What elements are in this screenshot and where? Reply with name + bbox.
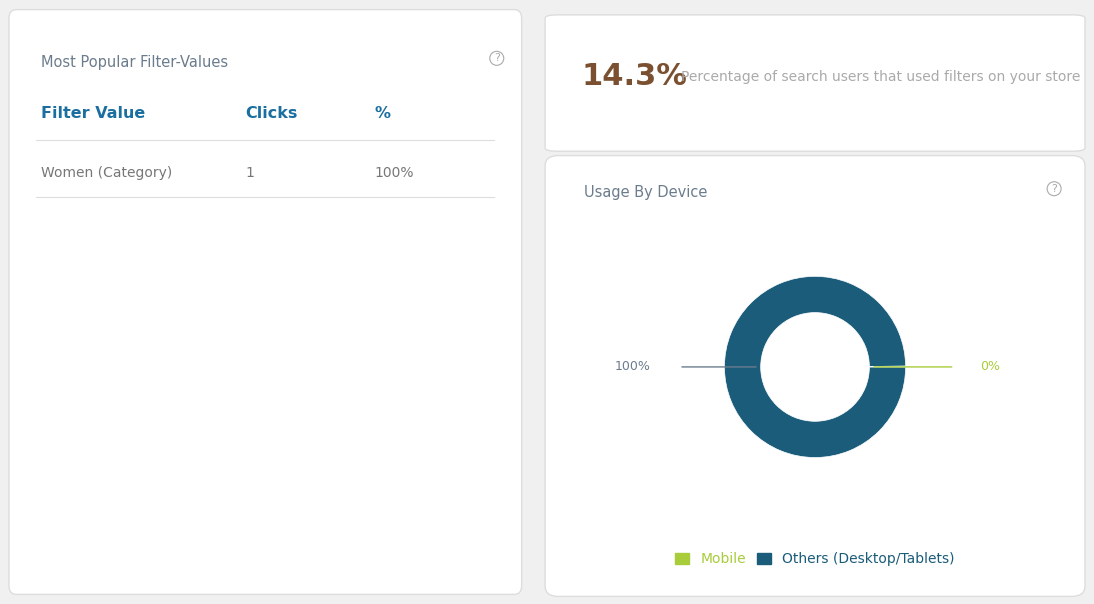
Text: Most Popular Filter-Values: Most Popular Filter-Values [42,55,229,70]
Text: 100%: 100% [375,165,415,180]
Text: 1: 1 [245,165,254,180]
FancyBboxPatch shape [9,10,522,594]
Wedge shape [870,366,906,367]
Text: 0%: 0% [980,361,1000,373]
Text: ?: ? [493,53,500,63]
Text: Women (Category): Women (Category) [42,165,173,180]
Text: ?: ? [1051,184,1057,194]
Text: Filter Value: Filter Value [42,106,146,121]
Text: 14.3%: 14.3% [581,62,687,91]
Text: Percentage of search users that used filters on your store: Percentage of search users that used fil… [682,69,1081,83]
Wedge shape [724,277,906,457]
Text: Clicks: Clicks [245,106,298,121]
FancyBboxPatch shape [545,15,1085,151]
Text: Usage By Device: Usage By Device [584,185,707,200]
Text: %: % [375,106,391,121]
Legend: Mobile, Others (Desktop/Tablets): Mobile, Others (Desktop/Tablets) [675,552,955,567]
FancyBboxPatch shape [545,156,1085,596]
Text: 100%: 100% [614,361,650,373]
